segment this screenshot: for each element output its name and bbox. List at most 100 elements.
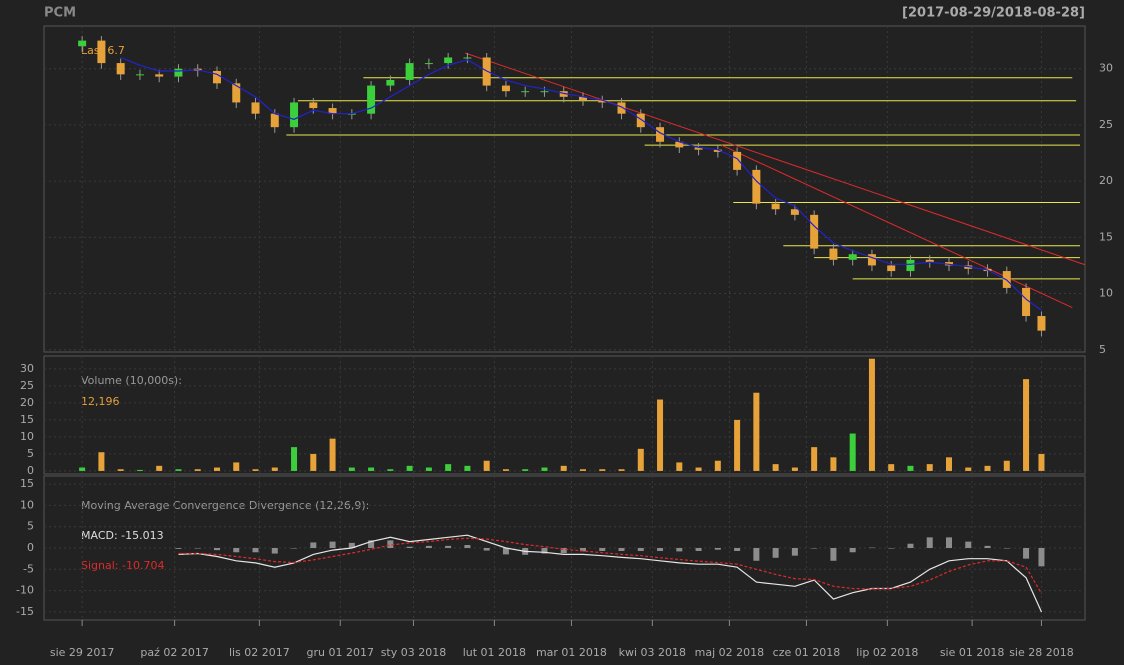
macd-histogram-bar [888, 548, 895, 549]
candle-body [713, 149, 722, 152]
macd-histogram-bar [849, 548, 856, 553]
x-tick-label: sie 28 2018 [1009, 646, 1074, 659]
candle-body [444, 57, 453, 64]
volume-bar [522, 469, 529, 471]
volume-bar [772, 464, 779, 471]
x-tick-label: paź 02 2017 [140, 646, 208, 659]
volume-bar [252, 469, 259, 471]
candle-body [424, 63, 433, 65]
y-tick-label: -10 [16, 584, 34, 597]
macd-histogram-bar [676, 548, 683, 552]
volume-bar [868, 358, 875, 471]
volume-bar [213, 467, 220, 471]
y-tick-label: 5 [27, 447, 34, 460]
macd-histogram-bar [868, 547, 875, 549]
candle-body [463, 57, 472, 59]
x-tick-label: maj 02 2018 [695, 646, 765, 659]
volume-bar [156, 465, 163, 471]
candle-body [829, 248, 838, 260]
candle-body [212, 70, 221, 84]
candle-body [251, 102, 260, 114]
macd-histogram-bar [1023, 548, 1030, 559]
macd-histogram-bar [734, 548, 741, 551]
volume-bar [194, 469, 201, 471]
candle-body [290, 102, 299, 128]
signal-line [178, 537, 1043, 594]
macd-histogram-bar [252, 548, 259, 553]
macd-histogram-bar [348, 542, 355, 548]
candle-body [155, 74, 164, 77]
macd-histogram-bar [907, 543, 914, 548]
macd-histogram-bar [291, 548, 298, 549]
macd-histogram-bar [445, 545, 452, 548]
candle-body [270, 113, 279, 128]
volume-bar [175, 469, 182, 471]
volume-bar [368, 467, 375, 471]
macd-histogram-bar [425, 545, 432, 548]
macd-label: MACD: -15.013 [81, 529, 164, 542]
x-tick-label: sie 01 2018 [940, 646, 1005, 659]
x-tick-label: kwi 03 2018 [619, 646, 686, 659]
signal-label: Signal: -10.704 [81, 559, 164, 572]
x-tick-label: lis 02 2017 [229, 646, 290, 659]
volume-bar [291, 447, 298, 471]
candle-body [97, 40, 106, 64]
macd-histogram-bar [772, 548, 779, 558]
macd-histogram-bar [213, 548, 220, 551]
y-tick-label: 10 [1099, 287, 1113, 300]
volume-bar [271, 467, 278, 471]
candle-body [810, 214, 819, 249]
panel [43, 25, 1086, 353]
macd-histogram-bar [194, 548, 201, 549]
candle-body [135, 74, 144, 76]
volume-bar [1023, 379, 1030, 471]
y-tick-label: 20 [20, 396, 34, 409]
volume-bar [560, 465, 567, 471]
candle-body [617, 102, 626, 114]
macd-line [178, 534, 1043, 613]
macd-histogram-bar [830, 548, 837, 561]
volume-bar [98, 452, 105, 471]
volume-bar [425, 467, 432, 471]
volume-bar [714, 460, 721, 471]
volume-bar [888, 464, 895, 471]
volume-bar [541, 467, 548, 471]
candle-body [367, 85, 376, 114]
macd-histogram-bar [695, 548, 702, 551]
macd-histogram-bar [637, 548, 644, 551]
y-tick-label: -15 [16, 605, 34, 618]
macd-histogram-bar [811, 548, 818, 549]
candle-body [232, 83, 241, 103]
candle-body [790, 209, 799, 215]
volume-label: Volume (10,000s): [81, 374, 182, 387]
y-tick-label: 0 [27, 541, 34, 554]
volume-bar [945, 457, 952, 471]
volume-bar [117, 469, 124, 471]
macd-histogram-bar [579, 548, 586, 552]
candle-body [174, 68, 183, 77]
volume-bar [849, 433, 856, 471]
candle-body [925, 259, 934, 263]
macd-histogram-bar [406, 546, 413, 548]
candle-body [386, 79, 395, 86]
candle-body [578, 96, 587, 101]
volume-bar [695, 467, 702, 471]
macd-histogram-bar [791, 548, 798, 556]
volume-bar [406, 465, 413, 471]
volume-bar [637, 448, 644, 471]
macd-histogram-bar [175, 548, 182, 549]
volume-bar [79, 467, 86, 471]
volume-bar [734, 419, 741, 471]
volume-bar [1003, 460, 1010, 471]
macd-histogram-bar [329, 541, 336, 548]
macd-histogram-bar [714, 548, 721, 550]
x-tick-label: lut 01 2018 [463, 646, 526, 659]
volume-bar [310, 453, 317, 471]
candle-body [656, 127, 665, 142]
macd-histogram-bar [368, 540, 375, 548]
volume-bar [233, 462, 240, 471]
x-tick-label: cze 01 2018 [773, 646, 841, 659]
volume-bar [1038, 453, 1045, 471]
y-tick-label: 10 [20, 430, 34, 443]
